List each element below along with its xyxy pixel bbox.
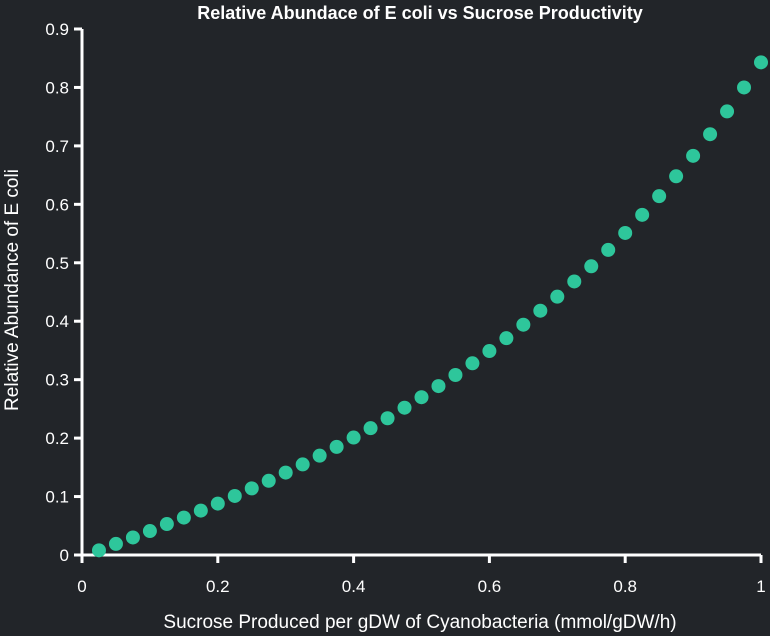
data-point <box>278 465 293 480</box>
data-point <box>193 503 208 518</box>
data-point <box>346 430 361 445</box>
data-point <box>380 411 395 426</box>
x-axis: 0 0.2 0.4 0.6 0.8 1 <box>77 553 766 596</box>
data-point <box>516 317 531 332</box>
data-points <box>91 55 768 558</box>
y-tick-label: 0.7 <box>45 137 69 156</box>
y-tick-label: 0.6 <box>45 195 69 214</box>
data-point <box>703 127 718 142</box>
data-point <box>720 104 735 119</box>
data-point <box>601 242 616 257</box>
data-point <box>91 543 106 558</box>
data-point <box>397 400 412 415</box>
data-point <box>159 517 174 532</box>
data-point <box>482 344 497 359</box>
y-tick-label: 0 <box>60 546 69 565</box>
data-point <box>125 530 140 545</box>
x-tick-label: 0.4 <box>342 577 366 596</box>
data-point <box>686 148 701 163</box>
data-point <box>737 80 752 95</box>
data-point <box>244 481 259 496</box>
data-point <box>431 379 446 394</box>
data-point <box>465 356 480 371</box>
x-tick-label: 1 <box>756 577 765 596</box>
data-point <box>261 473 276 488</box>
y-axis-label: Relative Abundance of E coli <box>2 169 23 411</box>
chart-title: Relative Abundace of E coli vs Sucrose P… <box>197 3 642 23</box>
data-point <box>618 225 633 240</box>
x-tick-label: 0.2 <box>206 577 230 596</box>
x-tick-label: 0.6 <box>478 577 502 596</box>
data-point <box>652 189 667 204</box>
y-tick-label: 0.4 <box>45 312 69 331</box>
y-tick-label: 0.1 <box>45 488 69 507</box>
x-tick-label: 0 <box>77 577 86 596</box>
data-point <box>550 289 565 304</box>
data-point <box>567 274 582 289</box>
data-point <box>295 457 310 472</box>
y-tick-label: 0.5 <box>45 254 69 273</box>
x-axis-label: Sucrose Produced per gDW of Cyanobacteri… <box>163 612 676 633</box>
data-point <box>414 390 429 405</box>
x-tick-label: 0.8 <box>613 577 637 596</box>
data-point <box>329 439 344 454</box>
data-point <box>669 169 684 184</box>
data-point <box>210 496 225 511</box>
y-tick-label: 0.2 <box>45 429 69 448</box>
data-point <box>533 303 548 318</box>
y-tick-label: 0.9 <box>45 20 69 39</box>
data-point <box>142 524 157 539</box>
y-tick-label: 0.3 <box>45 371 69 390</box>
data-point <box>584 259 599 274</box>
data-point <box>312 448 327 463</box>
data-point <box>176 510 191 525</box>
data-point <box>448 367 463 382</box>
data-point <box>227 488 242 503</box>
y-axis: 0 0.1 0.2 0.3 0.4 0.5 0.6 0.7 0.8 0.9 <box>45 20 84 565</box>
y-tick-label: 0.8 <box>45 78 69 97</box>
data-point <box>635 207 650 222</box>
data-point <box>108 536 123 551</box>
data-point <box>754 55 768 70</box>
data-point <box>363 421 378 436</box>
data-point <box>499 331 514 346</box>
